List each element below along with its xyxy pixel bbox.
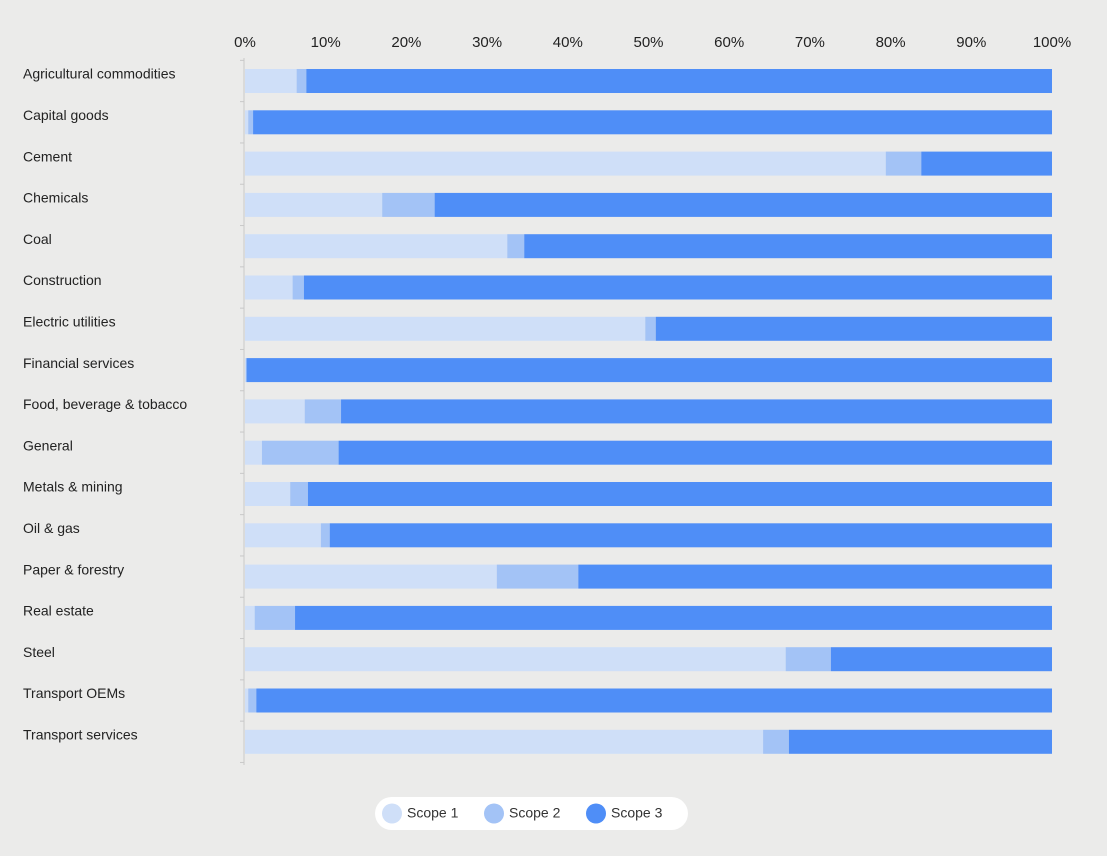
bar-segment <box>245 482 291 506</box>
bar-segment <box>303 275 1052 300</box>
bar-segment <box>785 647 831 672</box>
category-label: Chemicals <box>23 190 88 206</box>
category-label: Agricultural commodities <box>23 66 176 82</box>
bar-segment <box>341 399 1053 424</box>
bar-segment <box>261 440 339 465</box>
category-label: Steel <box>23 644 55 660</box>
bar-segment <box>245 110 249 135</box>
bar-segment <box>306 69 1052 93</box>
bar-segment <box>292 275 304 300</box>
legend-label: Scope 3 <box>611 805 663 821</box>
bar-segment <box>248 110 254 135</box>
category-label: Real estate <box>23 603 94 619</box>
category-label: Metals & mining <box>23 479 123 495</box>
bar-segment <box>248 688 257 713</box>
bar-segment <box>245 440 262 465</box>
bar-segment <box>245 316 646 341</box>
category-label: Coal <box>23 231 52 247</box>
category-label: General <box>23 437 73 453</box>
bar-segment <box>885 151 922 176</box>
legend-swatch <box>586 803 606 824</box>
category-label: Electric utilities <box>23 314 116 330</box>
bar-segment <box>246 358 1052 383</box>
category-label: Financial services <box>23 355 134 371</box>
bar-segment <box>295 605 1052 630</box>
x-tick-label: 60% <box>714 34 744 51</box>
x-tick-label: 100% <box>1033 34 1071 51</box>
bar-segment <box>496 564 579 589</box>
bar-segment <box>245 275 293 300</box>
category-label: Food, beverage & tobacco <box>23 396 187 412</box>
bar-segment <box>245 358 247 383</box>
bar-segment <box>256 688 1053 713</box>
category-label: Transport OEMs <box>23 685 125 701</box>
category-label: Transport services <box>23 727 138 743</box>
bar-segment <box>524 234 1052 259</box>
x-tick-label: 90% <box>956 34 986 51</box>
bar-segment <box>245 399 305 424</box>
bar-segment <box>245 564 497 589</box>
bar-segment <box>655 316 1052 341</box>
legend-label: Scope 1 <box>407 805 459 821</box>
bar-segment <box>434 192 1052 217</box>
x-tick-label: 50% <box>633 34 663 51</box>
bar-segment <box>830 647 1052 672</box>
x-tick-label: 20% <box>391 34 421 51</box>
bar-segment <box>245 523 321 548</box>
x-tick-label: 80% <box>876 34 906 51</box>
bar-segment <box>254 605 296 630</box>
bar-segment <box>245 688 249 713</box>
bar-segment <box>245 647 786 672</box>
x-tick-label: 70% <box>795 34 825 51</box>
x-tick-label: 10% <box>311 34 341 51</box>
category-label: Capital goods <box>23 107 109 123</box>
bar-segment <box>245 358 246 383</box>
bar-segment <box>507 234 525 259</box>
x-tick-label: 0% <box>234 34 256 51</box>
x-tick-label: 30% <box>472 34 502 51</box>
bar-segment <box>338 440 1052 465</box>
category-label: Paper & forestry <box>23 561 124 577</box>
bar-segment <box>304 399 342 424</box>
category-label: Cement <box>23 148 72 164</box>
bar-segment <box>245 192 383 217</box>
bar-segment <box>245 69 297 93</box>
legend-swatch <box>484 803 504 824</box>
bar-segment <box>245 234 508 259</box>
bar-segment <box>245 729 764 754</box>
legend-label: Scope 2 <box>509 805 561 821</box>
bar-segment <box>578 564 1052 589</box>
bar-segment <box>921 151 1052 176</box>
bar-segment <box>245 151 886 176</box>
bar-segment <box>290 482 308 506</box>
x-tick-label: 40% <box>553 34 583 51</box>
bar-segment <box>245 605 255 630</box>
legend-box <box>375 797 688 830</box>
legend-swatch <box>382 803 402 824</box>
bar-segment <box>645 316 656 341</box>
category-label: Oil & gas <box>23 520 80 536</box>
bar-segment <box>382 192 435 217</box>
bar-segment <box>296 69 307 93</box>
bar-segment <box>788 729 1052 754</box>
bar-segment <box>320 523 330 548</box>
category-label: Construction <box>23 272 102 288</box>
bar-segment <box>307 482 1052 506</box>
bar-segment <box>763 729 789 754</box>
bar-segment <box>329 523 1052 548</box>
bar-segment <box>253 110 1052 135</box>
